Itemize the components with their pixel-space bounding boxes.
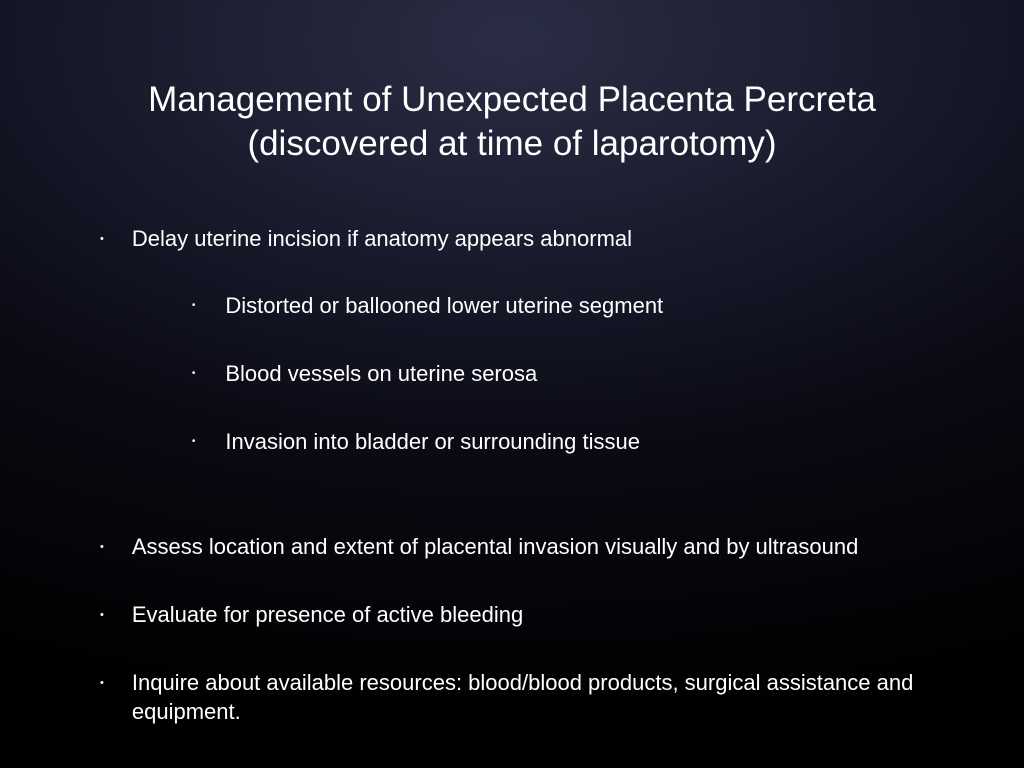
bullet-icon: • — [100, 676, 104, 691]
bullet-icon: • — [192, 367, 196, 381]
slide-content: • Delay uterine incision if anatomy appe… — [0, 166, 1024, 728]
list-item: • Delay uterine incision if anatomy appe… — [100, 224, 964, 495]
bullet-icon: • — [100, 540, 104, 555]
list-item: • Distorted or ballooned lower uterine s… — [192, 291, 964, 321]
title-line-1: Management of Unexpected Placenta Percre… — [148, 80, 876, 119]
list-item-text: Invasion into bladder or surrounding tis… — [225, 427, 640, 457]
bullet-icon: • — [100, 608, 104, 623]
list-item-text: Distorted or ballooned lower uterine seg… — [225, 291, 663, 321]
bullet-icon: • — [192, 299, 196, 313]
bullet-icon: • — [100, 232, 104, 247]
bullet-list: • Delay uterine incision if anatomy appe… — [100, 224, 964, 728]
list-item: • Evaluate for presence of active bleedi… — [100, 600, 964, 630]
list-item: • Assess location and extent of placenta… — [100, 532, 964, 562]
list-item-text: Evaluate for presence of active bleeding — [132, 600, 523, 630]
sub-list: • Distorted or ballooned lower uterine s… — [132, 291, 964, 456]
list-item-text: Inquire about available resources: blood… — [132, 668, 964, 727]
list-item-text: Delay uterine incision if anatomy appear… — [132, 226, 632, 251]
title-line-2: (discovered at time of laparotomy) — [247, 124, 776, 163]
bullet-icon: • — [192, 435, 196, 449]
list-item: • Inquire about available resources: blo… — [100, 668, 964, 727]
list-item-text: Assess location and extent of placental … — [132, 532, 858, 562]
slide-title: Management of Unexpected Placenta Percre… — [0, 0, 1024, 166]
list-item: • Invasion into bladder or surrounding t… — [192, 427, 964, 457]
list-item: • Blood vessels on uterine serosa — [192, 359, 964, 389]
list-item-text: Blood vessels on uterine serosa — [225, 359, 537, 389]
slide: Management of Unexpected Placenta Percre… — [0, 0, 1024, 768]
